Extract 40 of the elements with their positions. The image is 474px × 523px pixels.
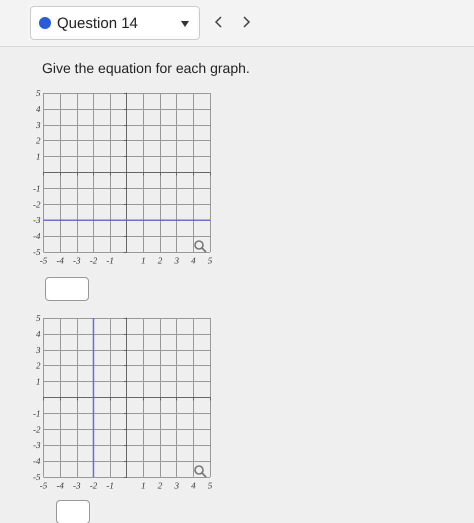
text: Question 14 [57,15,138,32]
y-tick-label: 2 [36,136,41,146]
y-tick-label: -5 [32,472,41,482]
y-tick-label: 2 [36,360,41,371]
y-tick-label: -2 [32,199,41,210]
x-tick-label: -1 [106,256,114,266]
y-tick-label: 5 [36,313,41,323]
x-tick-label: 4 [191,480,196,490]
y-tick-label: 3 [34,344,41,355]
x-tick-label: 4 [191,256,196,266]
x-tick-label: 2 [158,480,163,490]
y-tick-label: -1 [32,183,40,194]
chart-title: Give the equation for each graph. [42,60,250,76]
y-tick-label: -1 [32,408,40,418]
y-tick-label: 3 [34,120,41,130]
x-tick-label: 1 [141,480,146,490]
x-tick-label: -4 [56,256,64,266]
x-tick-label: 5 [208,256,213,266]
x-tick-label: 3 [173,480,180,490]
y-tick-label: -5 [32,247,41,257]
y-tick-label: 4 [36,104,41,114]
x-tick-label: 1 [141,256,146,266]
y-tick-label: -3 [32,440,41,450]
y-tick-label: 1 [36,152,40,162]
y-tick-label: 1 [36,376,40,387]
y-tick-label: -4 [32,456,41,466]
y-tick-label: 5 [36,88,41,98]
x-tick-label: -1 [106,480,114,490]
x-tick-label: 5 [208,480,213,490]
x-tick-label: 3 [173,256,180,266]
y-tick-label: -3 [32,215,41,226]
y-tick-label: -4 [32,231,41,242]
x-tick-label: 2 [158,256,163,266]
x-tick-label: -4 [56,480,64,490]
y-tick-label: 4 [36,328,41,339]
x-tick-label: -2 [90,256,98,266]
x-tick-label: -3 [73,256,82,266]
x-tick-label: -2 [90,480,98,490]
y-tick-label: -2 [32,424,41,434]
x-tick-label: -3 [73,480,82,490]
